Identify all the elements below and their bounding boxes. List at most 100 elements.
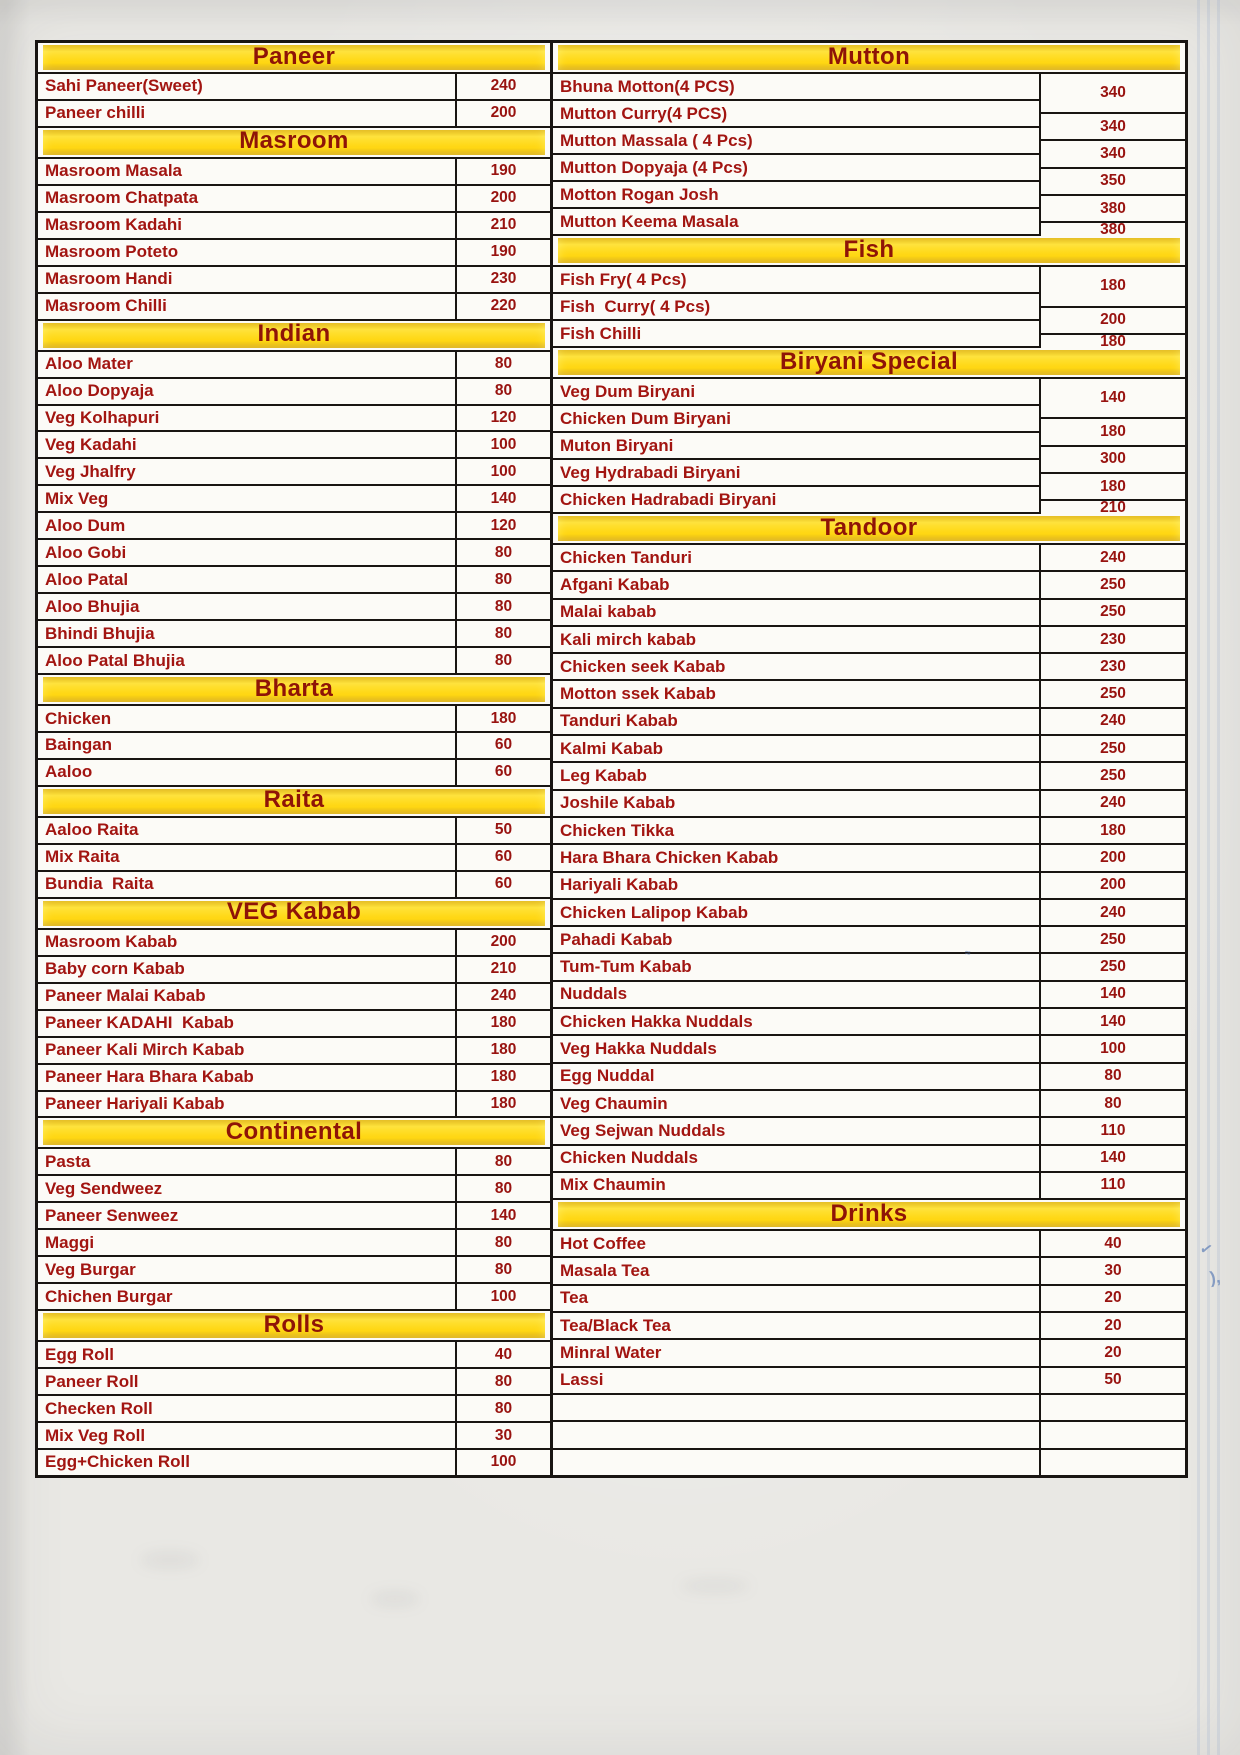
section-header-drinks: Drinks (553, 1199, 1185, 1232)
item-name: Paneer Senweez (45, 1205, 179, 1225)
item-price: 240 (455, 983, 550, 1009)
item-name: Tanduri Kabab (560, 711, 678, 731)
section-header-band: Drinks (558, 1199, 1180, 1228)
menu-item-row: Fish Fry( 4 Pcs) (553, 267, 1039, 294)
item-name: Mutton Dopyaja (4 Pcs) (560, 157, 748, 177)
item-price: 80 (455, 1396, 550, 1422)
section-title: Drinks (830, 1199, 908, 1227)
item-name: Mix Chaumin (560, 1175, 666, 1195)
item-price: 180 (455, 1091, 550, 1117)
menu-item-row: Masala Tea 30 (553, 1258, 1185, 1286)
item-name: Veg Burgar (45, 1259, 136, 1279)
section-header-raita: Raita (38, 786, 550, 818)
item-name: Veg Jhalfry (45, 461, 136, 481)
menu-item-row: Muton Biryani (553, 433, 1039, 460)
menu-item-row: Mix Raita 60 (38, 844, 550, 872)
menu-item-row: Aloo Bhujia 80 (38, 594, 550, 622)
section-header-rolls: Rolls (38, 1311, 550, 1343)
menu-item-row: Minral Water 20 (553, 1340, 1185, 1368)
section-title: Continental (225, 1117, 363, 1145)
item-price: 80 (455, 1149, 550, 1175)
menu-item-row: Tanduri Kabab 240 (553, 708, 1185, 737)
scan-streak (1197, 0, 1227, 1755)
section-header-band: Fish (558, 237, 1180, 263)
section-header-band: Bharta (43, 676, 545, 703)
menu-item-row: Aloo Patal 80 (38, 567, 550, 595)
section-header-paneer: Paneer (38, 43, 550, 74)
menu-item-row: Chicken Lalipop Kabab 240 (553, 899, 1185, 928)
item-price: 60 (455, 733, 550, 758)
section-header-fish: Fish (553, 236, 1185, 267)
menu-item-row: Masroom Handi 230 (38, 266, 550, 294)
item-price: 250 (1039, 736, 1185, 762)
item-name: Tea/Black Tea (560, 1315, 671, 1335)
item-price: 100 (455, 432, 550, 458)
item-price-column: 180 200 180 (1039, 267, 1185, 350)
item-price: 180 (1039, 817, 1185, 844)
item-price (1039, 1394, 1185, 1421)
item-price: 240 (1039, 708, 1185, 735)
scan-smudge (370, 1592, 420, 1606)
item-name: Mutton Curry(4 PCS) (560, 103, 728, 123)
item-name: Chicken Hakka Nuddals (560, 1011, 753, 1031)
item-price: 100 (455, 1449, 550, 1475)
item-name: Aloo Patal Bhujia (45, 650, 185, 670)
menu-item-row: Masroom Chilli 220 (38, 293, 550, 321)
item-name: Baingan (45, 735, 113, 755)
item-name: Motton Rogan Josh (560, 184, 719, 204)
menu-item-row: Nuddals 140 (553, 981, 1185, 1010)
item-price: 40 (1039, 1231, 1185, 1257)
item-price: 250 (1039, 763, 1185, 789)
menu-item-row: Chichen Burgar 100 (38, 1284, 550, 1312)
menu-item-row: Paneer chilli 200 (38, 100, 550, 128)
item-price: 40 (455, 1342, 550, 1368)
empty-row (553, 1422, 1185, 1450)
item-price: 180 (455, 706, 550, 732)
section-header-bharta: Bharta (38, 675, 550, 707)
item-name: Kali mirch kabab (560, 629, 697, 649)
menu-item-row: Pasta 80 (38, 1149, 550, 1177)
item-price: 250 (1039, 572, 1185, 598)
item-name: Egg Nuddal (560, 1066, 655, 1086)
item-name-column: Veg Dum Biryani Chicken Dum Biryani Muton … (553, 379, 1039, 514)
item-price: 80 (455, 648, 550, 674)
menu-item-row: Joshile Kabab 240 (553, 790, 1185, 818)
item-price: 340 (1041, 74, 1185, 114)
item-name (553, 1450, 1039, 1475)
scan-mark: ✓ (1198, 1239, 1215, 1260)
item-price: 340 (1041, 141, 1185, 169)
menu-item-row: Veg Sendweez 80 (38, 1176, 550, 1204)
menu-item-row: Aloo Patal Bhujia 80 (38, 648, 550, 676)
item-price: 80 (455, 594, 550, 620)
section-title: Indian (257, 320, 331, 348)
item-price: 300 (1041, 447, 1185, 474)
section-title: Mutton (827, 42, 911, 70)
menu-item-row: Hara Bhara Chicken Kabab 200 (553, 845, 1185, 873)
item-name: Masroom Kabab (45, 932, 178, 952)
item-name: Aloo Patal (45, 569, 129, 589)
item-price: 200 (1039, 845, 1185, 871)
item-name: Hara Bhara Chicken Kabab (560, 847, 779, 867)
item-name: Mutton Keema Masala (560, 211, 739, 231)
item-name: Tea (560, 1288, 589, 1308)
item-price: 110 (1039, 1172, 1185, 1199)
empty-row (553, 1394, 1185, 1423)
menu-section-body: Bhuna Motton(4 PCS) Mutton Curry(4 PCS) Mu… (553, 74, 1185, 238)
item-price: 30 (1039, 1258, 1185, 1284)
item-price: 120 (455, 513, 550, 539)
item-price: 80 (455, 621, 550, 647)
menu-item-row: Masroom Kabab 200 (38, 929, 550, 957)
item-price: 120 (455, 405, 550, 431)
menu-item-row: Veg Dum Biryani (553, 379, 1039, 406)
item-name: Masroom Kadahi (45, 215, 182, 235)
menu-item-row: Aloo Dopyaja 80 (38, 378, 550, 406)
item-price (1039, 1422, 1185, 1448)
item-name: Veg Kadahi (45, 434, 137, 454)
item-name: Veg Chaumin (560, 1093, 668, 1113)
item-name: Veg Kolhapuri (45, 408, 160, 427)
menu-item-row: Mutton Massala ( 4 Pcs) (553, 128, 1039, 155)
item-price (1039, 1449, 1185, 1475)
item-price: 240 (1039, 899, 1185, 926)
menu-item-row: Tea/Black Tea 20 (553, 1313, 1185, 1341)
menu-item-row: Masroom Kadahi 210 (38, 212, 550, 240)
